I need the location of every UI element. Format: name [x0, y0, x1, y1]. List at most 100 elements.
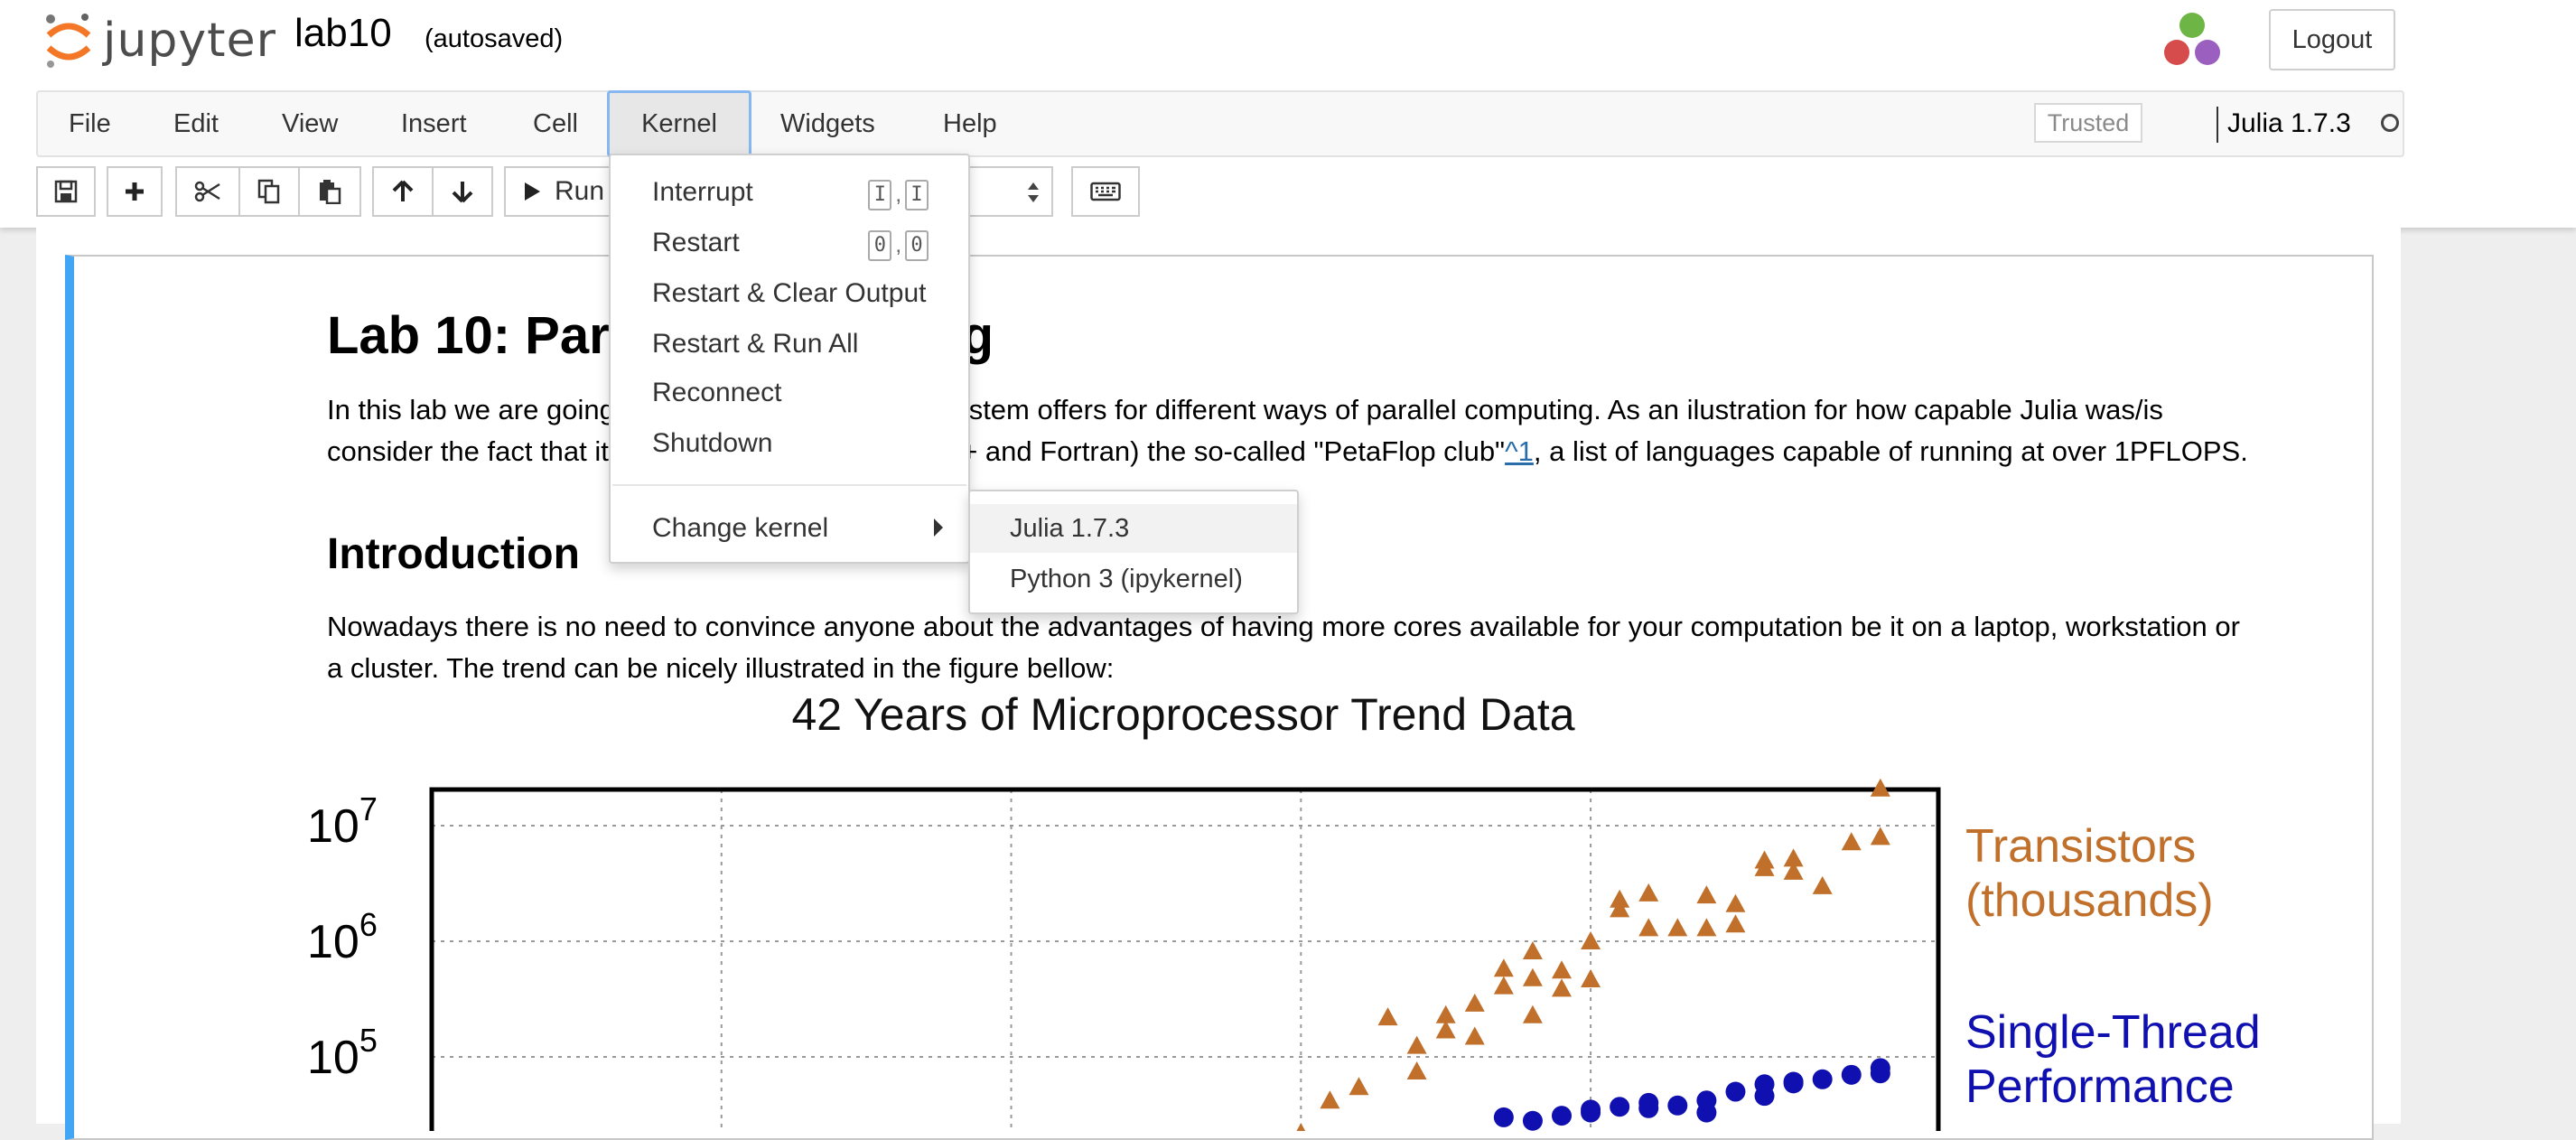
autosave-status: (autosaved)	[425, 24, 564, 53]
kernel-name[interactable]: Julia 1.7.3	[2227, 108, 2351, 138]
kernel-reconnect-item[interactable]: Reconnect	[652, 378, 782, 407]
single-thread-point	[1812, 1069, 1833, 1089]
transistor-point	[1610, 899, 1630, 918]
transistor-point	[1638, 883, 1659, 902]
plot-frame	[429, 787, 1941, 1131]
transistor-point	[1552, 960, 1572, 979]
menu-view[interactable]: View	[282, 108, 339, 138]
shortcut-key: I	[905, 180, 929, 210]
menu-divider	[612, 484, 966, 486]
insert-cell-button[interactable]	[107, 166, 163, 217]
select-arrows-icon	[1028, 182, 1039, 202]
scissors-icon	[194, 181, 220, 202]
single-thread-point	[1783, 1071, 1804, 1092]
kernel-restart-item[interactable]: Restart 0,0	[611, 219, 968, 267]
transistor-point	[1406, 1061, 1427, 1079]
transistor-point	[1610, 889, 1630, 908]
transistor-point	[1870, 827, 1890, 846]
kernel-shutdown-item[interactable]: Shutdown	[652, 428, 773, 458]
cut-button[interactable]	[175, 166, 240, 217]
kernel-restart-clear-item[interactable]: Restart & Clear Output	[652, 278, 927, 308]
kernel-option-julia[interactable]: Julia 1.7.3	[970, 504, 1297, 553]
transistor-point	[1841, 832, 1862, 851]
transistor-point	[1464, 1026, 1485, 1045]
single-thread-point	[1493, 1107, 1514, 1127]
arrow-up-icon	[392, 180, 414, 201]
transistor-point	[1522, 941, 1543, 960]
transistor-point	[1296, 1123, 1306, 1131]
save-icon	[54, 180, 78, 203]
jupyter-logo-icon	[46, 14, 91, 68]
menu-kernel[interactable]: Kernel	[607, 90, 751, 157]
y-axis-ticks: 107 106 105	[307, 790, 378, 1084]
paste-icon	[320, 180, 341, 204]
kernel-idle-icon	[2381, 114, 2399, 132]
intro-text-line1: In this lab we are going to look at what…	[327, 394, 2163, 425]
trusted-indicator[interactable]: Trusted	[2034, 103, 2142, 143]
intro-paragraph-line2: a cluster. The trend can be nicely illus…	[327, 652, 1115, 684]
change-kernel-item[interactable]: Change kernel	[611, 504, 968, 553]
copy-button[interactable]	[238, 166, 300, 217]
y-tick-label: 107	[307, 790, 378, 853]
single-thread-point	[1754, 1074, 1775, 1095]
transistor-point	[1464, 993, 1485, 1012]
logout-button[interactable]: Logout	[2269, 9, 2395, 70]
save-button[interactable]	[36, 166, 96, 217]
run-label: Run	[555, 176, 605, 206]
kernel-restart-run-all-item[interactable]: Restart & Run All	[652, 329, 859, 359]
copy-icon	[257, 179, 280, 204]
interrupt-shortcut: I,I	[868, 180, 929, 210]
menu-cell[interactable]: Cell	[533, 108, 578, 138]
play-icon	[525, 182, 540, 201]
transistor-point	[1581, 931, 1601, 949]
transistor-point	[1783, 861, 1804, 880]
kernel-interrupt-item[interactable]: Interrupt I,I	[611, 168, 968, 217]
chart-title: 42 Years of Microprocessor Trend Data	[791, 689, 1574, 740]
menu-edit[interactable]: Edit	[173, 108, 219, 138]
transistor-point	[1406, 1035, 1427, 1054]
chart-legend: Transistors (thousands) Single-Thread Perfo…	[1965, 820, 2261, 1113]
plus-icon	[126, 182, 144, 201]
jupyterhub-logo-icon	[2164, 13, 2220, 65]
shortcut-key: I	[868, 180, 892, 210]
move-up-button[interactable]	[372, 166, 434, 217]
change-kernel-submenu: Julia 1.7.3 Python 3 (ipykernel)	[968, 490, 1299, 614]
change-kernel-label: Change kernel	[652, 513, 829, 543]
move-down-button[interactable]	[432, 166, 493, 217]
restart-shortcut: 0,0	[868, 230, 929, 261]
transistor-point	[1696, 885, 1717, 904]
intro-paragraph-line1: Nowadays there is no need to convince an…	[327, 611, 2240, 642]
command-palette-button[interactable]	[1071, 166, 1140, 217]
transistor-point	[1783, 848, 1804, 867]
legend-label: Transistors (thousands)	[1965, 820, 2214, 927]
transistor-point	[1696, 918, 1717, 937]
notebook-name[interactable]: lab10	[294, 11, 392, 55]
single-thread-point	[1522, 1110, 1543, 1131]
paste-button[interactable]	[298, 166, 361, 217]
single-thread-point	[1638, 1092, 1659, 1113]
transistor-point	[1493, 976, 1514, 995]
kernel-interrupt-label: Interrupt	[652, 177, 753, 207]
single-thread-point	[1552, 1106, 1572, 1126]
jupyter-logo[interactable]: jupyter	[43, 9, 276, 72]
chart-points	[1296, 778, 1890, 1131]
menu-widgets[interactable]: Widgets	[780, 108, 875, 138]
transistor-point	[1435, 1005, 1456, 1023]
introduction-heading: Introduction	[327, 530, 580, 578]
menu-insert[interactable]: Insert	[401, 108, 467, 138]
transistor-point	[1667, 918, 1688, 937]
single-thread-point	[1725, 1081, 1746, 1102]
markdown-cell[interactable]	[65, 255, 2374, 1140]
jupyter-logo-text: jupyter	[103, 14, 276, 68]
menu-help[interactable]: Help	[943, 108, 997, 138]
run-button[interactable]: Run	[504, 166, 621, 217]
kernel-option-python3[interactable]: Python 3 (ipykernel)	[1010, 564, 1243, 593]
transistor-point	[1349, 1077, 1369, 1096]
microprocessor-trend-chart: 42 Years of Microprocessor Trend Data 10…	[307, 689, 2261, 1131]
single-thread-point	[1610, 1097, 1630, 1117]
menu-file[interactable]: File	[69, 108, 111, 138]
footnote-link[interactable]: ^1	[1505, 435, 1534, 467]
transistor-point	[1725, 893, 1746, 912]
keyboard-icon	[1090, 182, 1121, 201]
transistor-point	[1435, 1020, 1456, 1039]
